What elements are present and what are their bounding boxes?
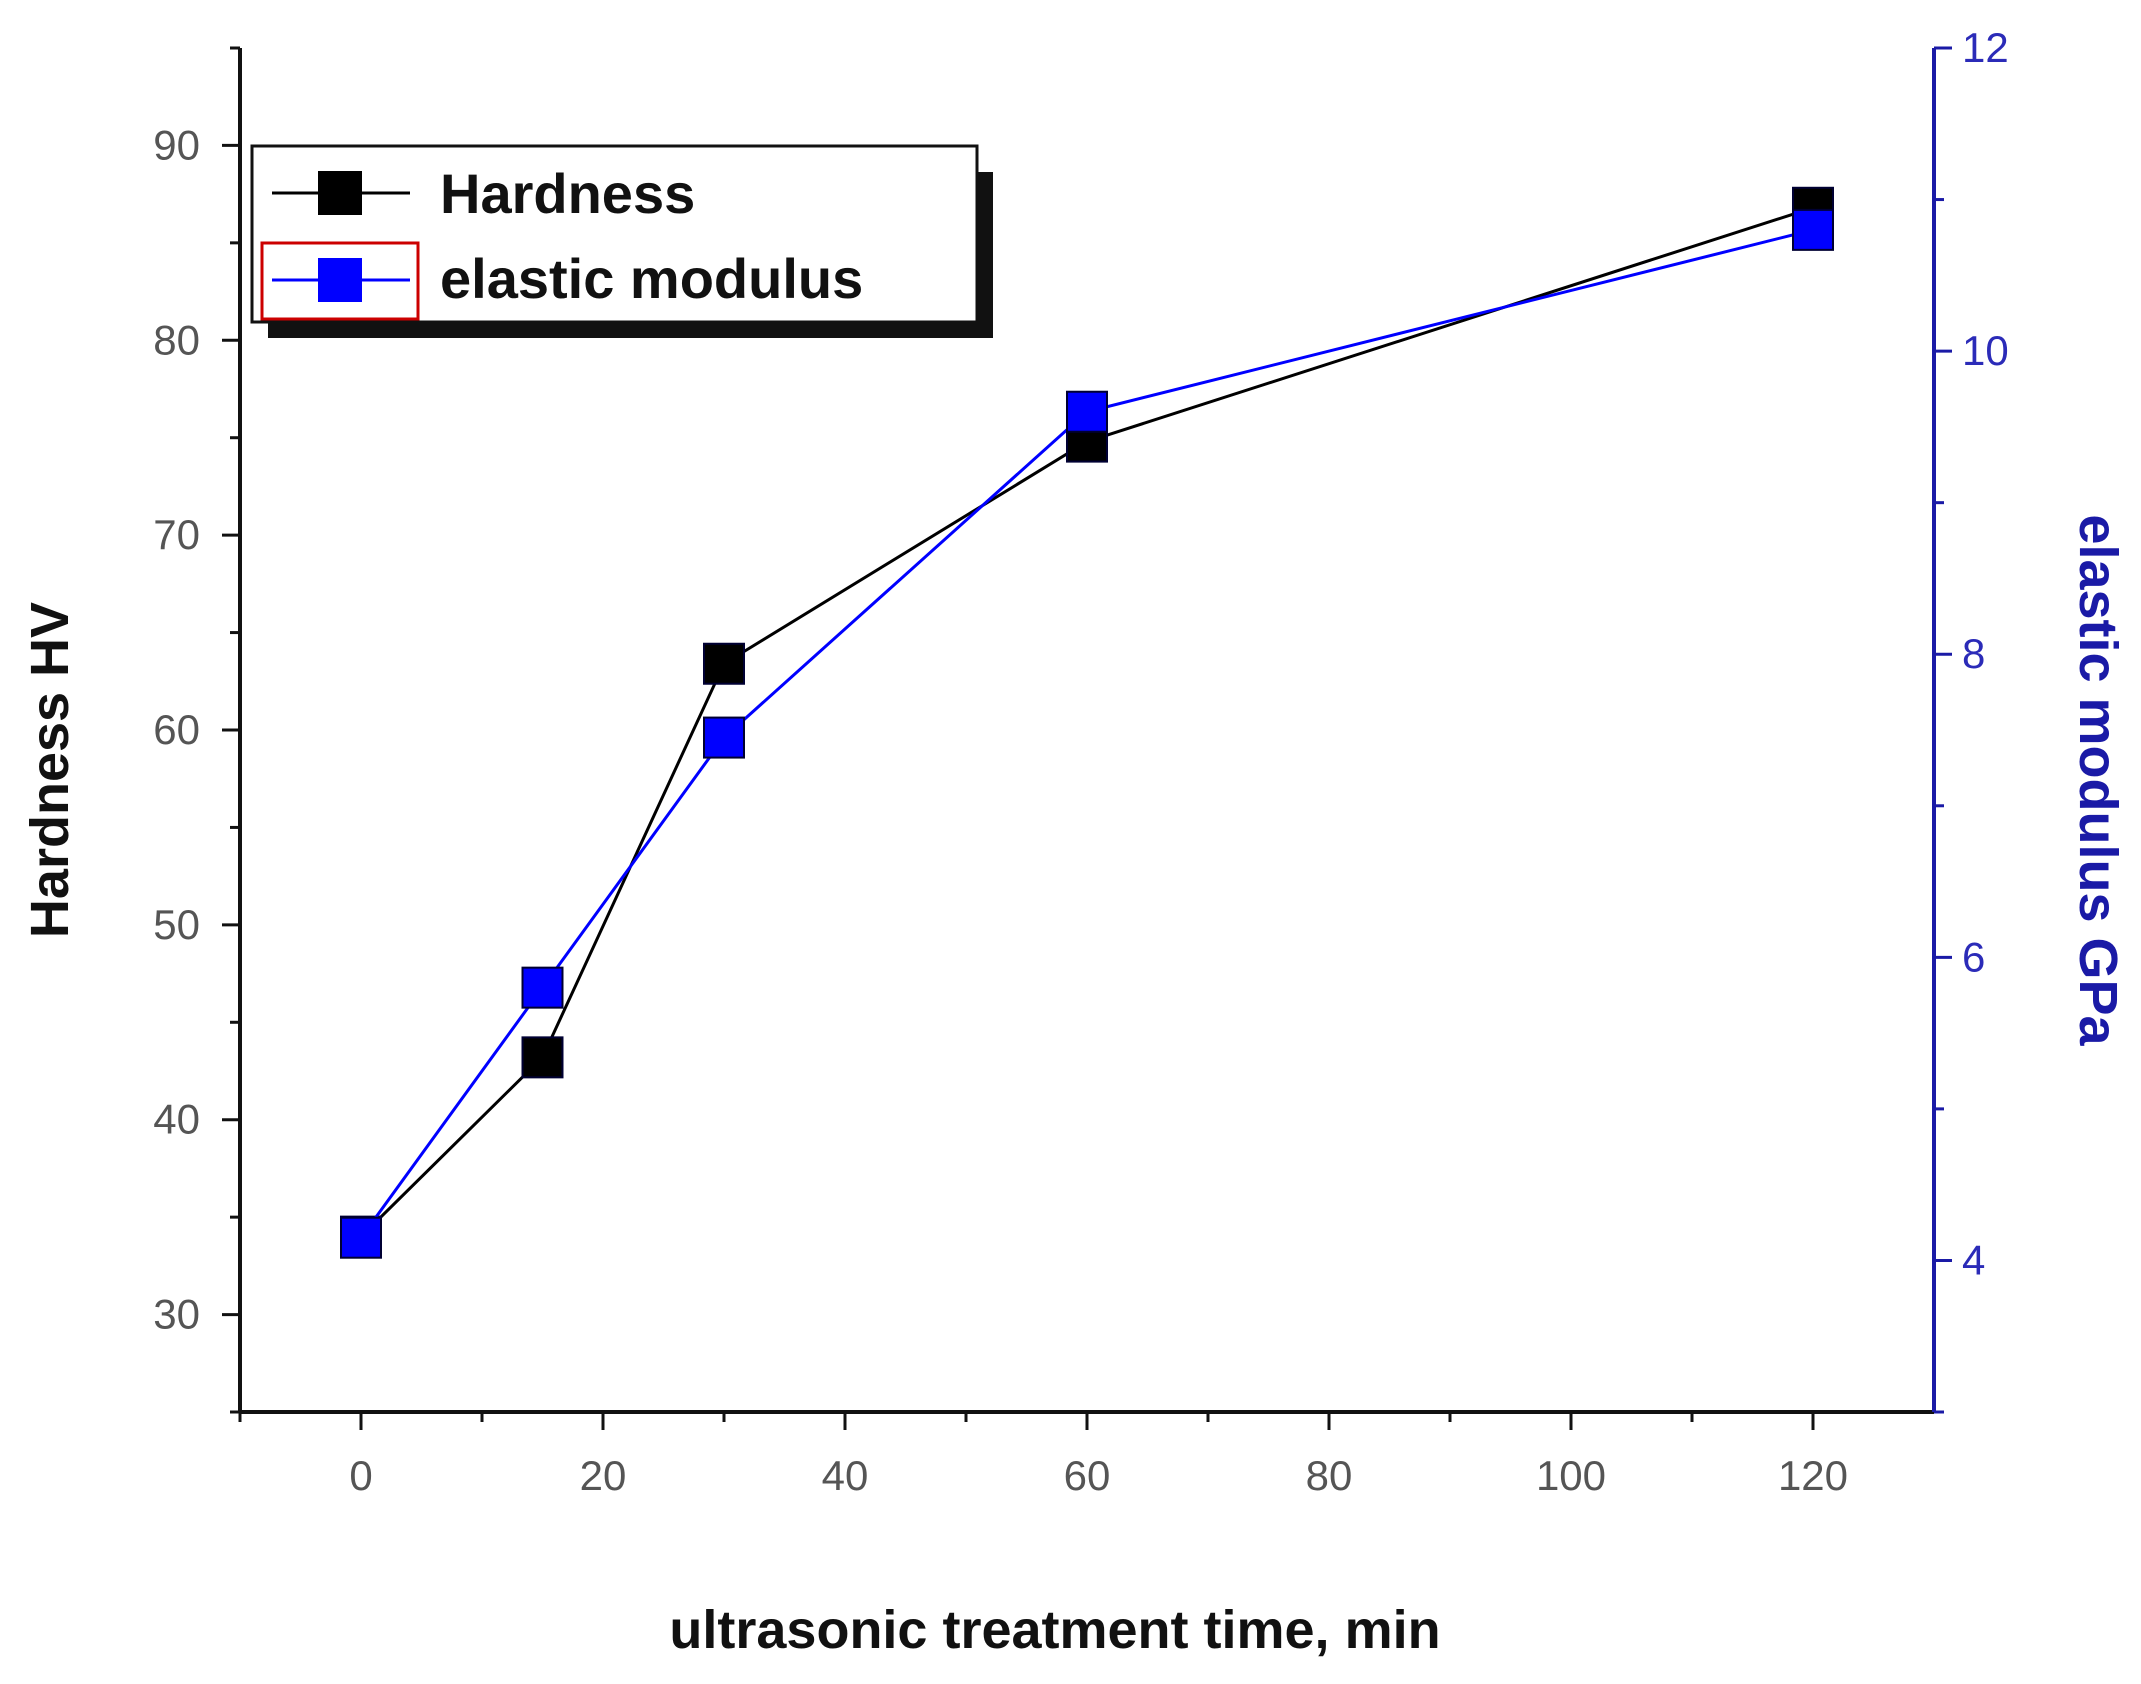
x-tick-label: 100 [1536, 1452, 1606, 1499]
y2-axis-title: elastic modulus GPa [2068, 514, 2128, 1046]
axes: 0 20 40 60 80 100 120 30 40 50 60 70 80 90 4 6 8 10 12 [153, 24, 2008, 1499]
x-tick-label: 20 [580, 1452, 627, 1499]
y-tick-label: 80 [153, 316, 200, 363]
legend-modulus-label: elastic modulus [440, 247, 863, 310]
x-axis-title: ultrasonic treatment time, min [669, 1600, 1440, 1660]
x-tick-label: 0 [349, 1452, 372, 1499]
y2-tick-label: 6 [1962, 933, 1985, 980]
data-point-hardness [521, 1036, 564, 1079]
legend-hardness-label: Hardness [440, 162, 695, 225]
x-tick-label: 40 [822, 1452, 869, 1499]
legend: Hardness elastic modulus [250, 144, 993, 338]
series-line-hardness [359, 206, 1814, 1238]
legend-modulus-marker [318, 258, 362, 302]
series-layer [340, 186, 1834, 1259]
y-tick-label: 30 [153, 1291, 200, 1338]
y-tick-label: 90 [153, 121, 200, 168]
data-point-elastic-modulus [521, 966, 564, 1009]
data-point-elastic-modulus [1792, 208, 1834, 251]
legend-hardness-marker [318, 171, 362, 215]
y2-tick-label: 4 [1962, 1236, 1985, 1283]
data-point-elastic-modulus [703, 716, 745, 759]
y2-tick-label: 8 [1962, 630, 1985, 677]
x-tick-label: 60 [1064, 1452, 1111, 1499]
y-tick-label: 40 [153, 1096, 200, 1143]
x-tick-label: 80 [1306, 1452, 1353, 1499]
y-tick-label: 70 [153, 511, 200, 558]
legend-box [250, 144, 979, 324]
y-axis-title: Hardness HV [20, 602, 80, 938]
data-point-hardness [703, 642, 745, 685]
data-point-elastic-modulus [340, 1216, 382, 1259]
y2-tick-label: 12 [1962, 24, 2009, 71]
legend-modulus-swatch-border [260, 241, 420, 321]
x-tick-label: 120 [1778, 1452, 1848, 1499]
series-line-elastic-modulus [359, 228, 1814, 1239]
y-tick-label: 60 [153, 706, 200, 753]
data-point-elastic-modulus [1066, 390, 1108, 433]
y-tick-label: 50 [153, 901, 200, 948]
y2-tick-label: 10 [1962, 327, 2009, 374]
